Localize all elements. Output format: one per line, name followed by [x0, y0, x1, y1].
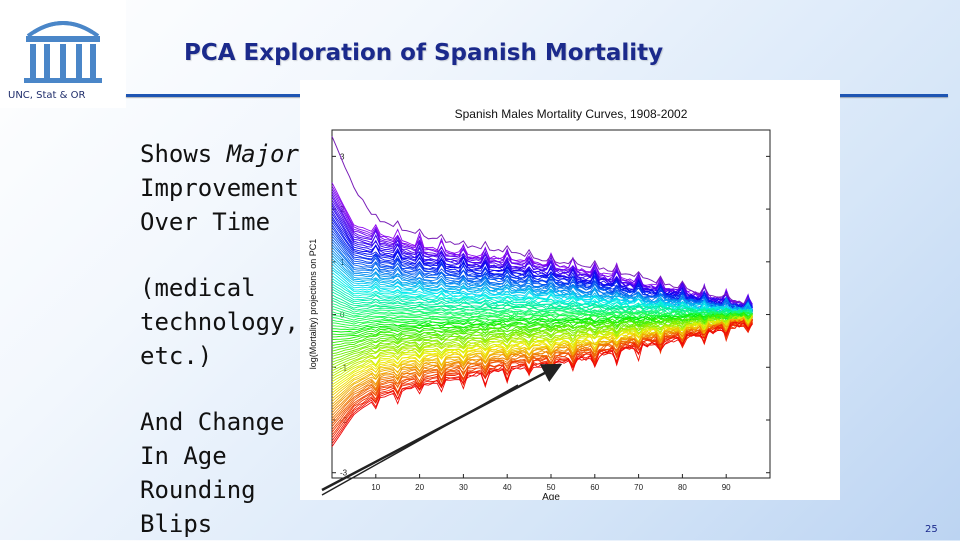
mortality-curve — [331, 246, 753, 312]
mortality-curve — [331, 299, 753, 318]
x-tick-label: 40 — [503, 483, 512, 492]
text-block-2: (medical technology, etc.) — [140, 271, 330, 373]
x-axis-label: Age — [542, 492, 560, 500]
text-line: technology, — [140, 308, 299, 336]
org-label: UNC, Stat & OR — [8, 90, 86, 101]
logo-box: UNC, Stat & OR — [0, 0, 126, 108]
mortality-curve — [331, 311, 753, 329]
text-line: etc.) — [140, 342, 213, 370]
mortality-curve — [331, 193, 753, 307]
mortality-curve — [331, 315, 753, 377]
mortality-curve — [331, 249, 753, 314]
text-line: Rounding Blips — [140, 476, 256, 538]
text-block-3: And Change In Age Rounding Blips — [140, 405, 330, 541]
text-line: (medical — [140, 274, 256, 302]
chart-panel: Spanish Males Mortality Curves, 1908-200… — [300, 80, 840, 503]
mortality-curve — [331, 260, 753, 314]
x-tick-label: 30 — [459, 483, 468, 492]
mortality-curve — [331, 210, 753, 311]
mortality-curve — [331, 313, 753, 352]
text-line: Over Time — [140, 208, 271, 236]
x-tick-label: 90 — [722, 483, 731, 492]
y-tick-label: 1 — [340, 258, 345, 267]
x-tick-label: 10 — [371, 483, 380, 492]
y-axis-label: log(Mortality) projections on PC1 — [308, 239, 318, 370]
x-tick-label: 80 — [678, 483, 687, 492]
chart-title: Spanish Males Mortality Curves, 1908-200… — [455, 107, 688, 121]
mortality-curve — [331, 288, 753, 317]
mortality-curve — [331, 312, 753, 338]
mortality-curve — [331, 235, 753, 312]
y-tick-label: 3 — [340, 152, 345, 161]
text-line: And Change — [140, 408, 285, 436]
text-line: Improvement — [140, 174, 299, 202]
y-tick-label: 0 — [340, 311, 345, 320]
mortality-curve — [331, 278, 753, 315]
outlier-curve-1918 — [331, 136, 749, 305]
y-tick-label: -3 — [340, 469, 348, 478]
x-tick-label: 20 — [415, 483, 424, 492]
slide-title: PCA Exploration of Spanish Mortality — [184, 40, 664, 66]
text-line: In Age — [140, 442, 227, 470]
emphasis-major: Major — [226, 140, 299, 168]
mortality-curve — [331, 314, 753, 360]
x-tick-label: 50 — [547, 483, 556, 492]
x-tick-label: 60 — [590, 483, 599, 492]
mortality-chart: Spanish Males Mortality Curves, 1908-200… — [308, 107, 771, 503]
mortality-curve — [331, 283, 753, 316]
text-block-1: Shows Major Improvement Over Time — [140, 137, 330, 239]
mortality-curve — [331, 221, 753, 312]
old-well-logo-icon — [24, 21, 102, 83]
text-line: Shows Major — [140, 140, 299, 168]
x-tick-label: 70 — [634, 483, 643, 492]
slide-number: 25 — [925, 524, 938, 535]
mortality-curve — [331, 315, 753, 397]
